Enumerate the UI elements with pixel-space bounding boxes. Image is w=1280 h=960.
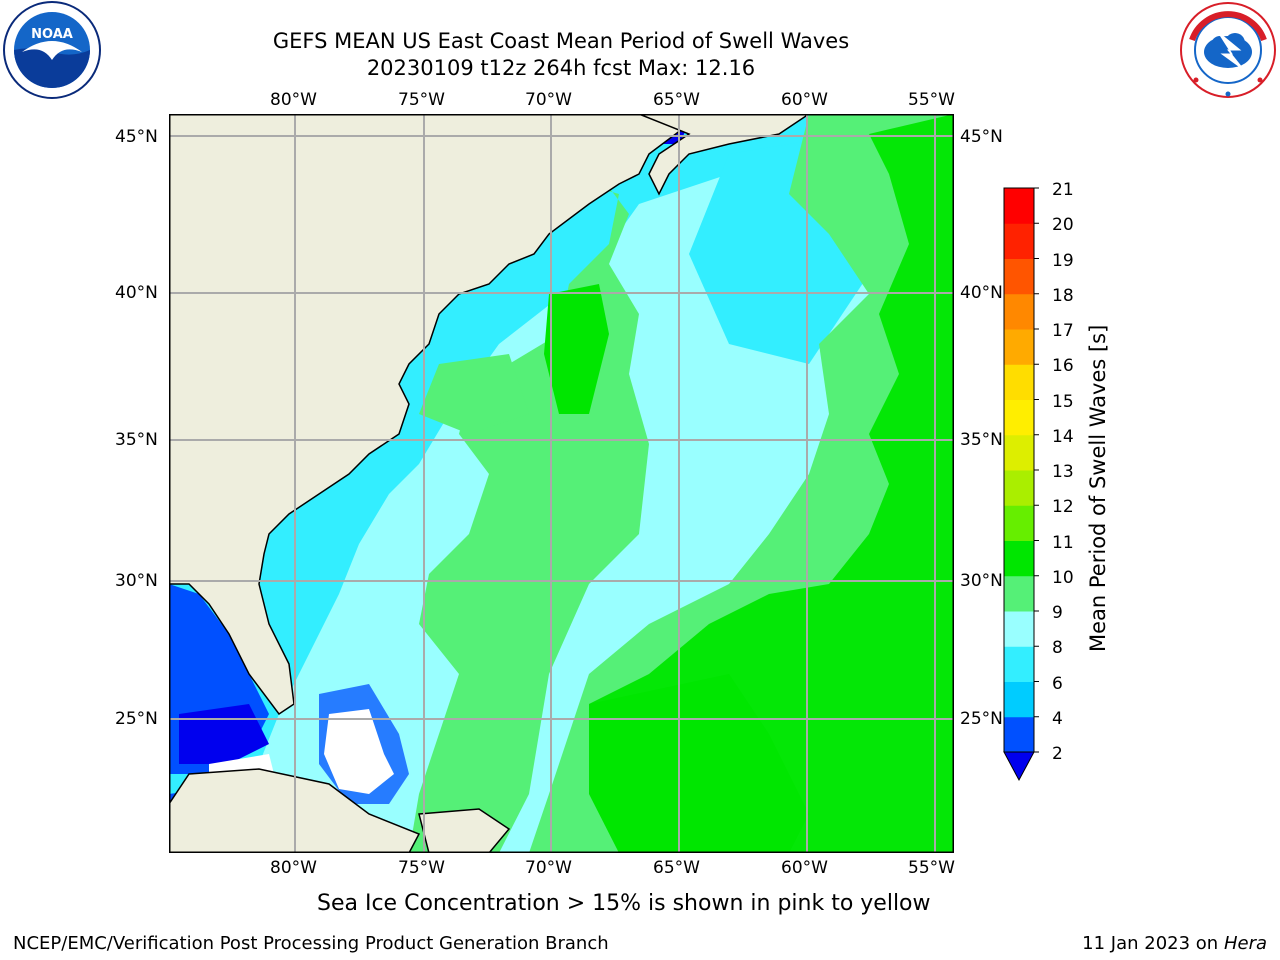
- lat-label-left-2: 35°N: [115, 430, 158, 450]
- lon-label-bottom-5: 55°W: [908, 858, 955, 878]
- colorbar-swatch-0: [1004, 716, 1034, 753]
- colorbar-tick-label-8: 13: [1052, 462, 1074, 482]
- footer-host: Hera: [1223, 933, 1267, 954]
- colorbar-tick-label-7: 12: [1052, 497, 1074, 518]
- colorbar-tick-label-4: 9: [1052, 603, 1063, 623]
- colorbar-tick-label-9: 14: [1052, 426, 1074, 447]
- colorbar-swatch-6: [1004, 505, 1034, 541]
- north-america-landmass: [169, 114, 691, 716]
- sea-ice-note: Sea Ice Concentration > 15% is shown in …: [317, 891, 931, 916]
- colorbar-labels: 2 4 6 8 9 10 11 12 13 14 15 16 17 18 19 20 21: [1052, 180, 1092, 770]
- colorbar-swatch-2: [1004, 646, 1034, 682]
- colorbar-swatch-5: [1004, 540, 1034, 577]
- colorbar-tick-label-10: 15: [1052, 391, 1074, 412]
- colorbar-tick-label-6: 11: [1052, 532, 1074, 553]
- colorbar-swatch-3: [1004, 611, 1034, 647]
- colorbar-swatch-10: [1004, 364, 1034, 400]
- map-subtitle: 20230109 t12z 264h fcst Max: 12.16: [366, 56, 756, 80]
- colorbar-tick-label-3: 8: [1052, 638, 1063, 659]
- lon-label-bottom-0: 80°W: [270, 858, 317, 878]
- lon-label-top-5: 55°W: [908, 90, 955, 110]
- colorbar-tick-label-15: 20: [1052, 215, 1074, 236]
- lon-label-top-0: 80°W: [270, 90, 317, 110]
- colorbar-swatch-4: [1004, 575, 1034, 612]
- colorbar-title: Mean Period of Swell Waves [s]: [1086, 324, 1110, 652]
- colorbar-tick-label-11: 16: [1052, 356, 1074, 377]
- lon-label-top-3: 65°W: [653, 90, 700, 110]
- colorbar-tick-label-14: 19: [1052, 250, 1074, 271]
- colorbar-under-arrow: [1003, 751, 1035, 782]
- colorbar-swatch-15: [1004, 188, 1034, 224]
- noaa-logo: NOAA: [3, 1, 101, 99]
- footer-date-text: 11 Jan 2023 on: [1082, 933, 1224, 954]
- nova-scotia-landmass: [638, 114, 811, 196]
- colorbar-tick-label-2: 6: [1052, 673, 1063, 694]
- map-title: GEFS MEAN US East Coast Mean Period of S…: [272, 29, 850, 53]
- noaa-logo-text: NOAA: [31, 27, 73, 42]
- colorbar-swatch-11: [1004, 329, 1034, 365]
- colorbar-swatch-7: [1004, 470, 1034, 506]
- colorbar-tick-label-13: 18: [1052, 285, 1074, 306]
- hispaniola-landmass: [418, 808, 511, 853]
- footer-credit: NCEP/EMC/Verification Post Processing Pr…: [13, 933, 609, 954]
- colorbar-swatch-9: [1004, 399, 1034, 436]
- lat-label-left-1: 40°N: [115, 283, 158, 303]
- lat-label-right-3: 30°N: [960, 571, 1003, 591]
- map-border: [169, 114, 954, 853]
- lat-label-right-4: 25°N: [960, 709, 1003, 729]
- colorbar-tick-label-1: 4: [1052, 708, 1063, 729]
- green-core-east: [589, 114, 954, 853]
- colorbar-swatch-13: [1004, 258, 1034, 295]
- graticule: [169, 114, 954, 853]
- footer-date: 11 Jan 2023 on Hera: [1082, 933, 1267, 954]
- green-core-north: [544, 284, 609, 414]
- colorbar-tick-label-0: 2: [1052, 744, 1063, 764]
- swell-period-map: [169, 114, 954, 853]
- colorbar-swatch-14: [1004, 223, 1034, 259]
- colorbar-swatch-12: [1004, 293, 1034, 330]
- lon-label-top-1: 75°W: [398, 90, 445, 110]
- green-patch-gulfstream: [419, 354, 529, 434]
- lat-label-left-3: 30°N: [115, 571, 158, 591]
- lat-label-right-1: 40°N: [960, 283, 1003, 303]
- lat-label-right-0: 45°N: [960, 127, 1003, 147]
- lon-label-bottom-3: 65°W: [653, 858, 700, 878]
- lon-label-bottom-1: 75°W: [398, 858, 445, 878]
- lat-label-left-0: 45°N: [115, 127, 158, 147]
- bahamas-no-data: [324, 709, 394, 794]
- lon-label-bottom-2: 70°W: [525, 858, 572, 878]
- colorbar-swatch-1: [1004, 681, 1034, 718]
- lon-label-bottom-4: 60°W: [781, 858, 828, 878]
- colorbar: [1003, 187, 1039, 782]
- lat-label-left-4: 25°N: [115, 709, 158, 729]
- colorbar-tick-label-5: 10: [1052, 567, 1074, 588]
- lat-label-right-2: 35°N: [960, 430, 1003, 450]
- lon-label-top-4: 60°W: [781, 90, 828, 110]
- colorbar-tick-label-12: 17: [1052, 321, 1074, 341]
- lon-label-top-2: 70°W: [525, 90, 572, 110]
- colorbar-tick-label-16: 21: [1052, 180, 1074, 200]
- colorbar-swatch-8: [1004, 434, 1034, 471]
- nws-logo: [1180, 2, 1276, 98]
